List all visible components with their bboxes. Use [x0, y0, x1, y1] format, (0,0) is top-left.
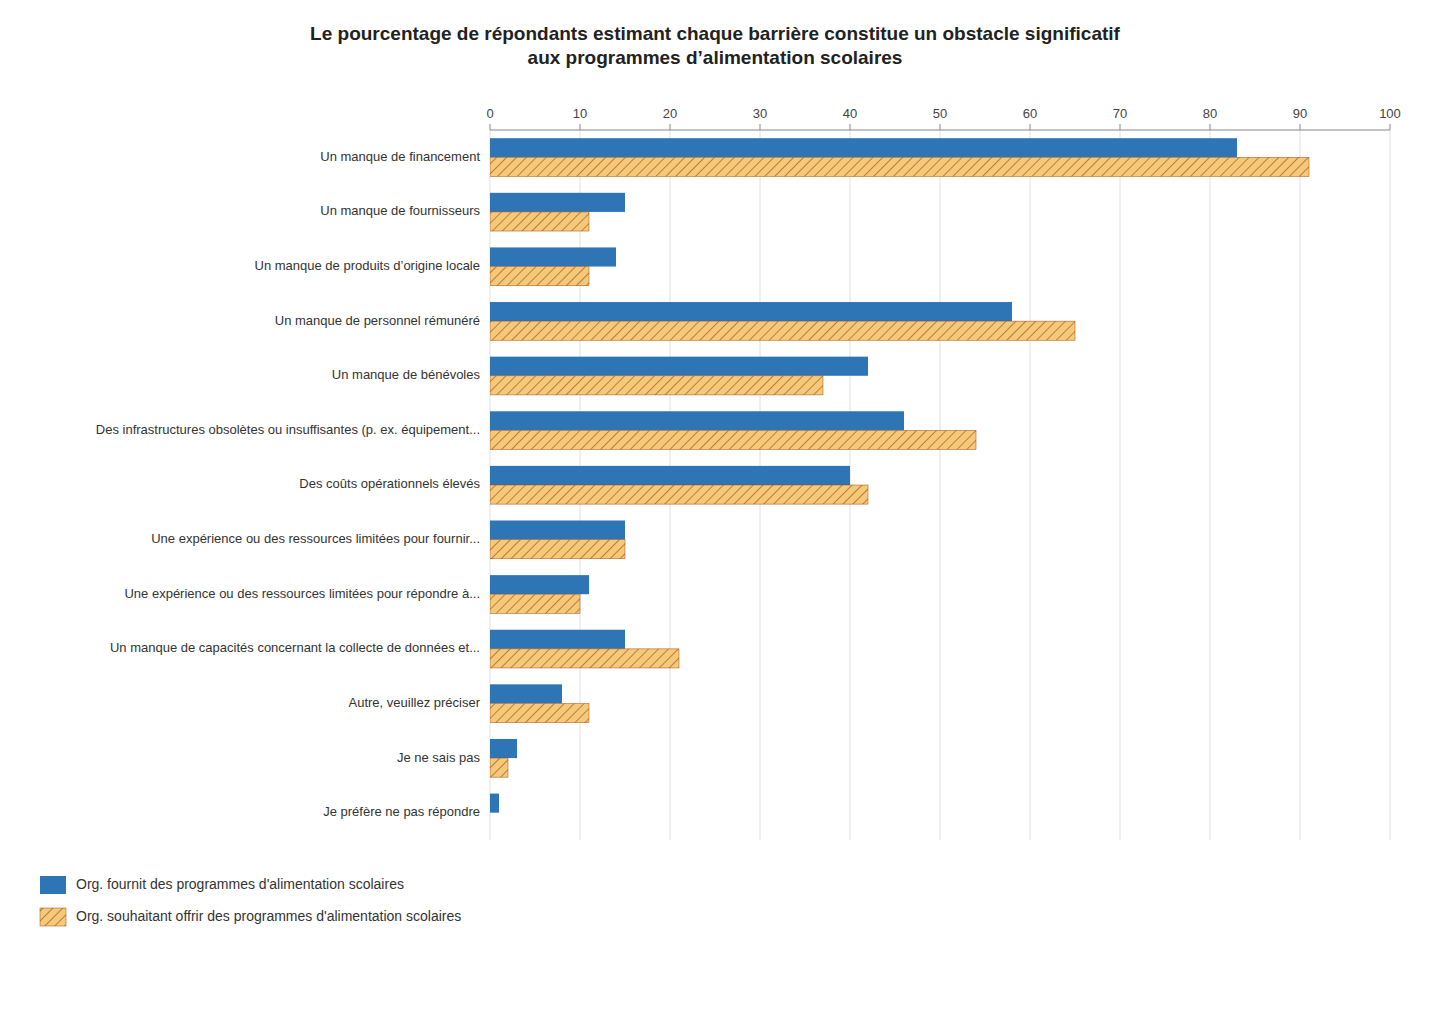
bar [490, 485, 868, 504]
bar [490, 267, 589, 286]
category-label: Je préfère ne pas répondre [323, 804, 480, 819]
tick-mark [1210, 124, 1211, 130]
category-label: Une expérience ou des ressources limitée… [124, 586, 480, 601]
tick-mark [1300, 124, 1301, 130]
tick-mark [580, 124, 581, 130]
tick-mark [1390, 124, 1391, 130]
tick-label: 60 [1023, 106, 1037, 121]
bar [490, 138, 1237, 157]
bar [490, 321, 1075, 340]
tick-label: 70 [1113, 106, 1127, 121]
x-axis-line [490, 130, 1390, 131]
bar [490, 703, 589, 722]
bar [490, 212, 589, 231]
bar [490, 430, 976, 449]
tick-mark [760, 124, 761, 130]
tick-mark [850, 124, 851, 130]
bar [490, 302, 1012, 321]
title-line: Le pourcentage de répondants estimant ch… [310, 23, 1120, 44]
legend-swatch [40, 908, 66, 926]
tick-label: 80 [1203, 106, 1217, 121]
bar [490, 739, 517, 758]
category-label: Des infrastructures obsolètes ou insuffi… [96, 422, 480, 437]
tick-label: 40 [843, 106, 857, 121]
legend-label: Org. fournit des programmes d'alimentati… [76, 876, 404, 892]
category-label: Un manque de produits d’origine locale [255, 258, 480, 273]
bar [490, 247, 616, 266]
bar [490, 521, 625, 540]
grid-line [1390, 130, 1391, 840]
category-label: Un manque de capacités concernant la col… [110, 640, 480, 655]
bar [490, 411, 904, 430]
bar [490, 357, 868, 376]
chart: Le pourcentage de répondants estimant ch… [0, 0, 1430, 1015]
tick-mark [1120, 124, 1121, 130]
category-label: Un manque de financement [320, 149, 480, 164]
bar [490, 630, 625, 649]
bar [490, 157, 1309, 176]
bar [490, 684, 562, 703]
bars [490, 138, 1309, 812]
category-label: Un manque de fournisseurs [320, 203, 480, 218]
bar [490, 649, 679, 668]
grid-line [1120, 130, 1121, 840]
bar [490, 794, 499, 813]
category-label: Un manque de bénévoles [332, 367, 481, 382]
category-label: Une expérience ou des ressources limitée… [151, 531, 480, 546]
category-label: Autre, veuillez préciser [349, 695, 481, 710]
grid-line [940, 130, 941, 840]
title: Le pourcentage de répondants estimant ch… [310, 23, 1120, 68]
legend-label: Org. souhaitant offrir des programmes d'… [76, 908, 461, 924]
tick-mark [1030, 124, 1031, 130]
bar [490, 594, 580, 613]
tick-label: 0 [486, 106, 493, 121]
tick-mark [670, 124, 671, 130]
tick-label: 20 [663, 106, 677, 121]
bar [490, 758, 508, 777]
bar [490, 575, 589, 594]
tick-label: 30 [753, 106, 767, 121]
category-label: Un manque de personnel rémunéré [275, 313, 480, 328]
category-label: Des coûts opérationnels élevés [299, 476, 480, 491]
grid-line [1210, 130, 1211, 840]
grid [490, 130, 1390, 840]
bar [490, 813, 491, 832]
bar [490, 540, 625, 559]
tick-label: 100 [1379, 106, 1401, 121]
tick-mark [940, 124, 941, 130]
bar [490, 376, 823, 395]
grid-line [1030, 130, 1031, 840]
tick-label: 10 [573, 106, 587, 121]
tick-mark [490, 124, 491, 130]
legend-swatch [40, 876, 66, 894]
title-line: aux programmes d’alimentation scolaires [528, 47, 903, 68]
bar [490, 193, 625, 212]
grid-line [1300, 130, 1301, 840]
bar [490, 466, 850, 485]
tick-label: 50 [933, 106, 947, 121]
category-label: Je ne sais pas [397, 750, 481, 765]
tick-label: 90 [1293, 106, 1307, 121]
x-axis: 0 10 20 30 40 50 60 70 80 90 100 [486, 106, 1400, 130]
y-axis: Un manque de financement Un manque de fou… [96, 149, 481, 819]
legend: Org. fournit des programmes d'alimentati… [40, 876, 461, 926]
